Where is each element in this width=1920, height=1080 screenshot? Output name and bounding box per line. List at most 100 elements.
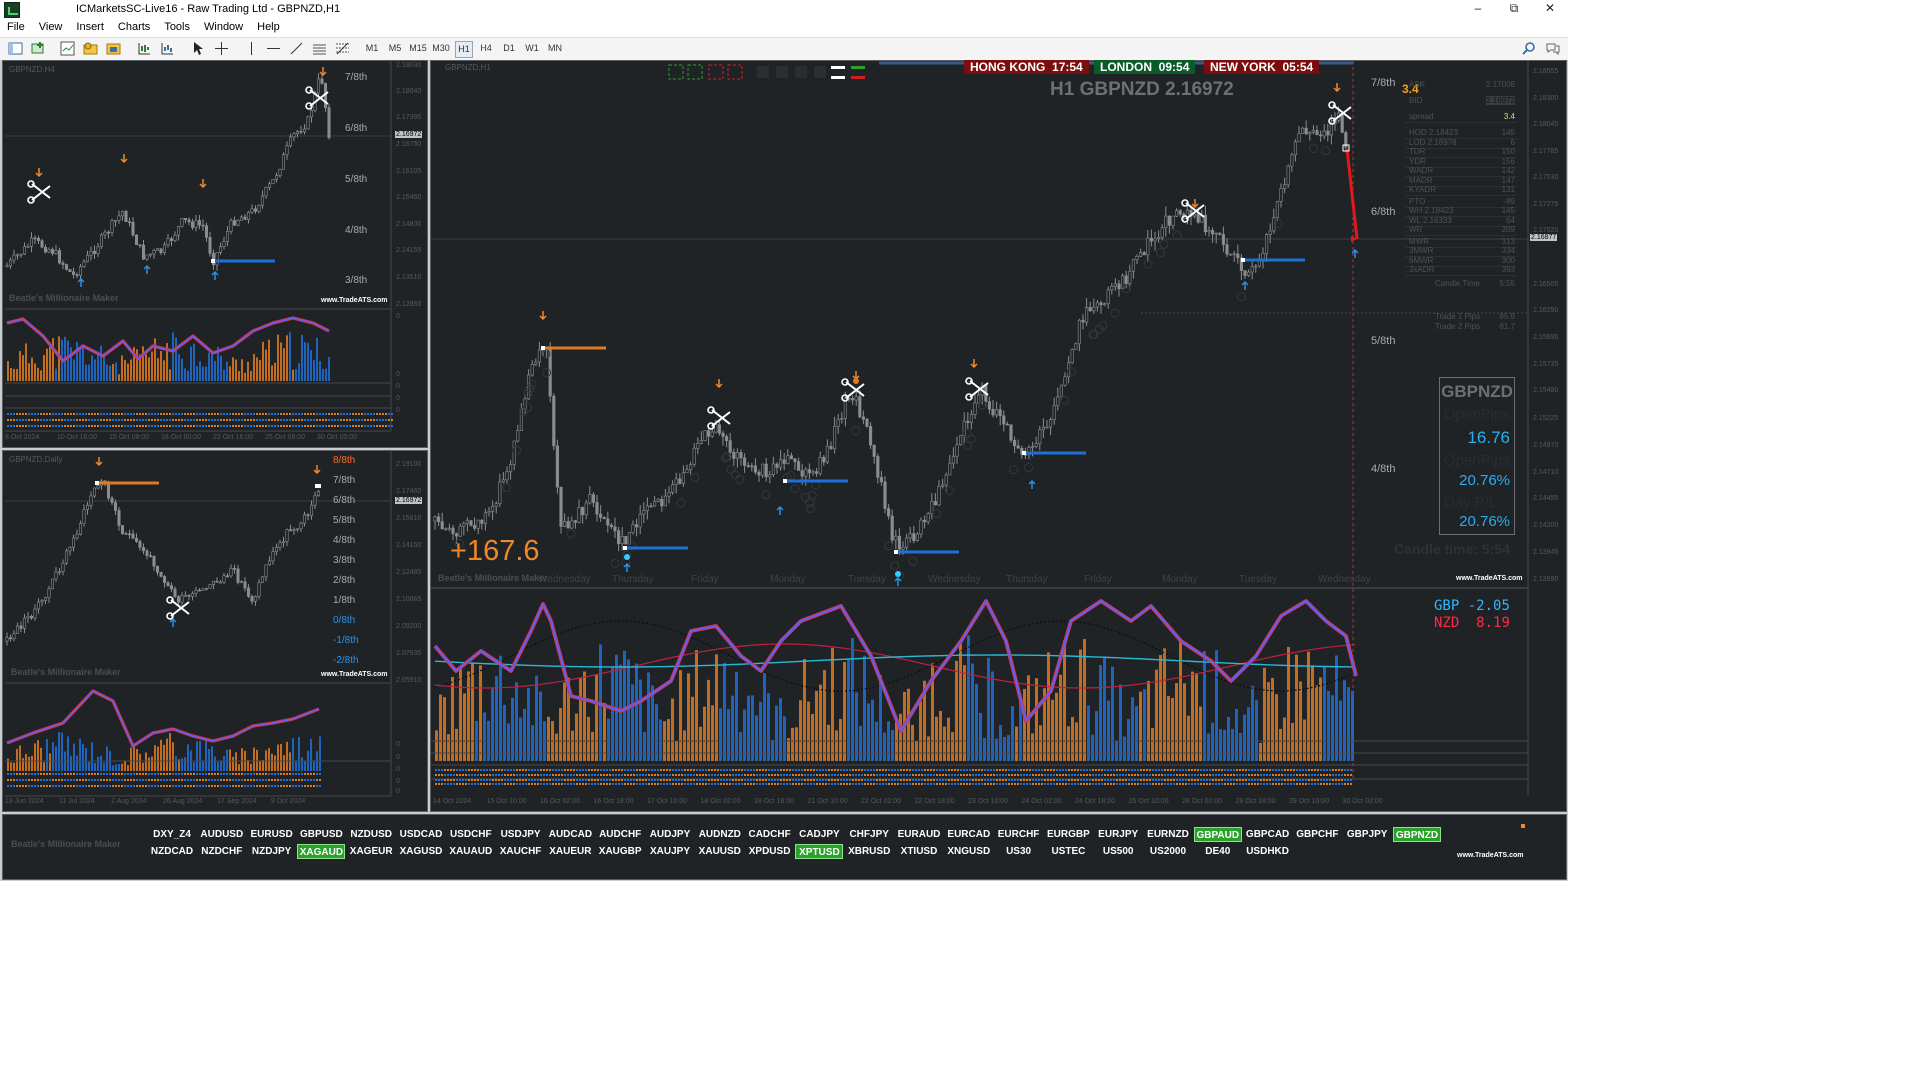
- symbol-button[interactable]: USTEC: [1051, 846, 1086, 857]
- symbol-button[interactable]: AUDCHF: [599, 829, 642, 840]
- signal-dot: [468, 783, 470, 785]
- candle: [208, 584, 212, 589]
- daily-price-chart[interactable]: [3, 451, 427, 811]
- data-window-icon[interactable]: [83, 41, 98, 56]
- chat-icon[interactable]: [1545, 41, 1560, 56]
- symbol-button[interactable]: GBPCAD: [1245, 829, 1290, 840]
- menu-file[interactable]: File: [7, 21, 25, 33]
- signal-dot: [169, 413, 171, 415]
- symbol-button[interactable]: EURJPY: [1098, 829, 1139, 840]
- symbol-button[interactable]: AUDJPY: [649, 829, 691, 840]
- tf-h1[interactable]: H1: [455, 41, 473, 58]
- h4-chart-window[interactable]: GBPNZD,H4 7/8th 6/8th 5/8th 4/8th 3/8th …: [2, 60, 428, 448]
- symbol-button[interactable]: EURUSD: [250, 829, 293, 840]
- chart-shift-icon[interactable]: [137, 41, 152, 56]
- symbol-button[interactable]: XAGEUR: [349, 846, 393, 857]
- symbol-button[interactable]: XAUGBP: [598, 846, 642, 857]
- maximize-button[interactable]: ⧉: [1509, 1, 1519, 15]
- symbol-button[interactable]: EURGBP: [1046, 829, 1090, 840]
- symbol-button[interactable]: CADCHF: [748, 829, 791, 840]
- market-watch-icon[interactable]: [60, 41, 75, 56]
- symbol-button[interactable]: GBPNZD: [1393, 827, 1441, 842]
- autoscroll-icon[interactable]: [160, 41, 175, 56]
- symbol-button[interactable]: USDCAD: [399, 829, 443, 840]
- signal-dot: [504, 774, 506, 776]
- symbol-button[interactable]: CADJPY: [799, 829, 840, 840]
- symbol-button[interactable]: XNGUSD: [947, 846, 991, 857]
- fibonacci-icon[interactable]: [335, 41, 350, 56]
- tf-w1[interactable]: W1: [525, 43, 539, 53]
- symbol-button[interactable]: XTIUSD: [900, 846, 938, 857]
- signal-dot: [1041, 774, 1043, 776]
- close-button[interactable]: ✕: [1544, 1, 1556, 15]
- symbol-button[interactable]: EURCHF: [997, 829, 1040, 840]
- symbol-button[interactable]: XAUUSD: [698, 846, 741, 857]
- symbol-button[interactable]: XPTUSD: [795, 844, 844, 859]
- symbol-button[interactable]: US500: [1102, 846, 1134, 857]
- symbol-button[interactable]: DE40: [1205, 846, 1231, 857]
- symbol-button[interactable]: US2000: [1149, 846, 1187, 857]
- tf-m5[interactable]: M5: [388, 43, 402, 53]
- menu-charts[interactable]: Charts: [117, 21, 151, 33]
- symbol-button[interactable]: AUDUSD: [200, 829, 244, 840]
- symbol-button[interactable]: US30: [1006, 846, 1032, 857]
- symbol-button[interactable]: XAGUSD: [399, 846, 443, 857]
- symbol-button[interactable]: XPDUSD: [748, 846, 791, 857]
- daily-chart-window[interactable]: GBPNZD,Daily 8/8th 7/8th 6/8th 5/8th 4/8…: [2, 450, 428, 812]
- symbol-button[interactable]: GBPCHF: [1296, 829, 1339, 840]
- vertical-line-icon[interactable]: [244, 41, 259, 56]
- symbol-button[interactable]: GBPUSD: [299, 829, 343, 840]
- symbol-button[interactable]: XAGAUD: [297, 844, 346, 859]
- tf-m30[interactable]: M30: [432, 43, 450, 53]
- tf-m15[interactable]: M15: [409, 43, 427, 53]
- symbol-button[interactable]: NZDJPY: [251, 846, 292, 857]
- symbol-button[interactable]: XAUAUD: [449, 846, 493, 857]
- symbol-button[interactable]: NZDCHF: [201, 846, 243, 857]
- menu-help[interactable]: Help: [257, 21, 280, 33]
- cursor-icon[interactable]: [190, 41, 205, 56]
- minimize-button[interactable]: –: [1474, 1, 1482, 15]
- symbol-button[interactable]: CHFJPY: [849, 829, 889, 840]
- signal-dot: [1134, 774, 1136, 776]
- symbol-button[interactable]: XAUEUR: [549, 846, 592, 857]
- tf-h4[interactable]: H4: [480, 43, 492, 53]
- symbol-button[interactable]: AUDCAD: [548, 829, 593, 840]
- h4-price-chart[interactable]: [3, 61, 427, 447]
- symbol-button[interactable]: GBPJPY: [1346, 829, 1388, 840]
- new-chart-icon[interactable]: [8, 41, 23, 56]
- symbol-button[interactable]: GBPAUD: [1193, 827, 1242, 842]
- symbol-button[interactable]: EURCAD: [947, 829, 991, 840]
- add-chart-icon[interactable]: [31, 41, 46, 56]
- signal-dot: [945, 769, 947, 771]
- symbol-button[interactable]: XAUCHF: [499, 846, 542, 857]
- symbol-button[interactable]: EURAUD: [897, 829, 941, 840]
- candle: [288, 136, 293, 147]
- trendline-icon[interactable]: [289, 41, 304, 56]
- navigator-icon[interactable]: [106, 41, 121, 56]
- symbol-button[interactable]: USDJPY: [500, 829, 541, 840]
- symbol-button[interactable]: USDCHF: [449, 829, 492, 840]
- menu-window[interactable]: Window: [204, 21, 244, 33]
- symbol-button[interactable]: AUDNZD: [698, 829, 741, 840]
- channel-icon[interactable]: [312, 41, 327, 56]
- symbol-button[interactable]: EURNZD: [1147, 829, 1189, 840]
- h1-price-chart[interactable]: [431, 61, 1566, 811]
- symbol-button[interactable]: USDHKD: [1246, 846, 1289, 857]
- symbol-button[interactable]: NZDUSD: [350, 829, 393, 840]
- symbol-button[interactable]: XAUJPY: [649, 846, 690, 857]
- symbol-button[interactable]: XBRUSD: [848, 846, 891, 857]
- tf-m1[interactable]: M1: [365, 43, 379, 53]
- symbol-button[interactable]: NZDCAD: [150, 846, 194, 857]
- h4-price-tick: 2.16105: [396, 168, 422, 175]
- menu-tools[interactable]: Tools: [164, 21, 190, 33]
- crosshair-icon[interactable]: [214, 41, 229, 56]
- candle: [1225, 244, 1229, 255]
- symbol-button[interactable]: DXY_Z4: [153, 829, 191, 840]
- h1-chart-window[interactable]: GBPNZD,H1: [430, 60, 1567, 812]
- menu-view[interactable]: View: [38, 21, 63, 33]
- horizontal-line-icon[interactable]: [266, 41, 281, 56]
- search-icon[interactable]: [1522, 41, 1537, 56]
- menu-insert[interactable]: Insert: [76, 21, 104, 33]
- tf-d1[interactable]: D1: [503, 43, 515, 53]
- tf-mn[interactable]: MN: [548, 43, 562, 53]
